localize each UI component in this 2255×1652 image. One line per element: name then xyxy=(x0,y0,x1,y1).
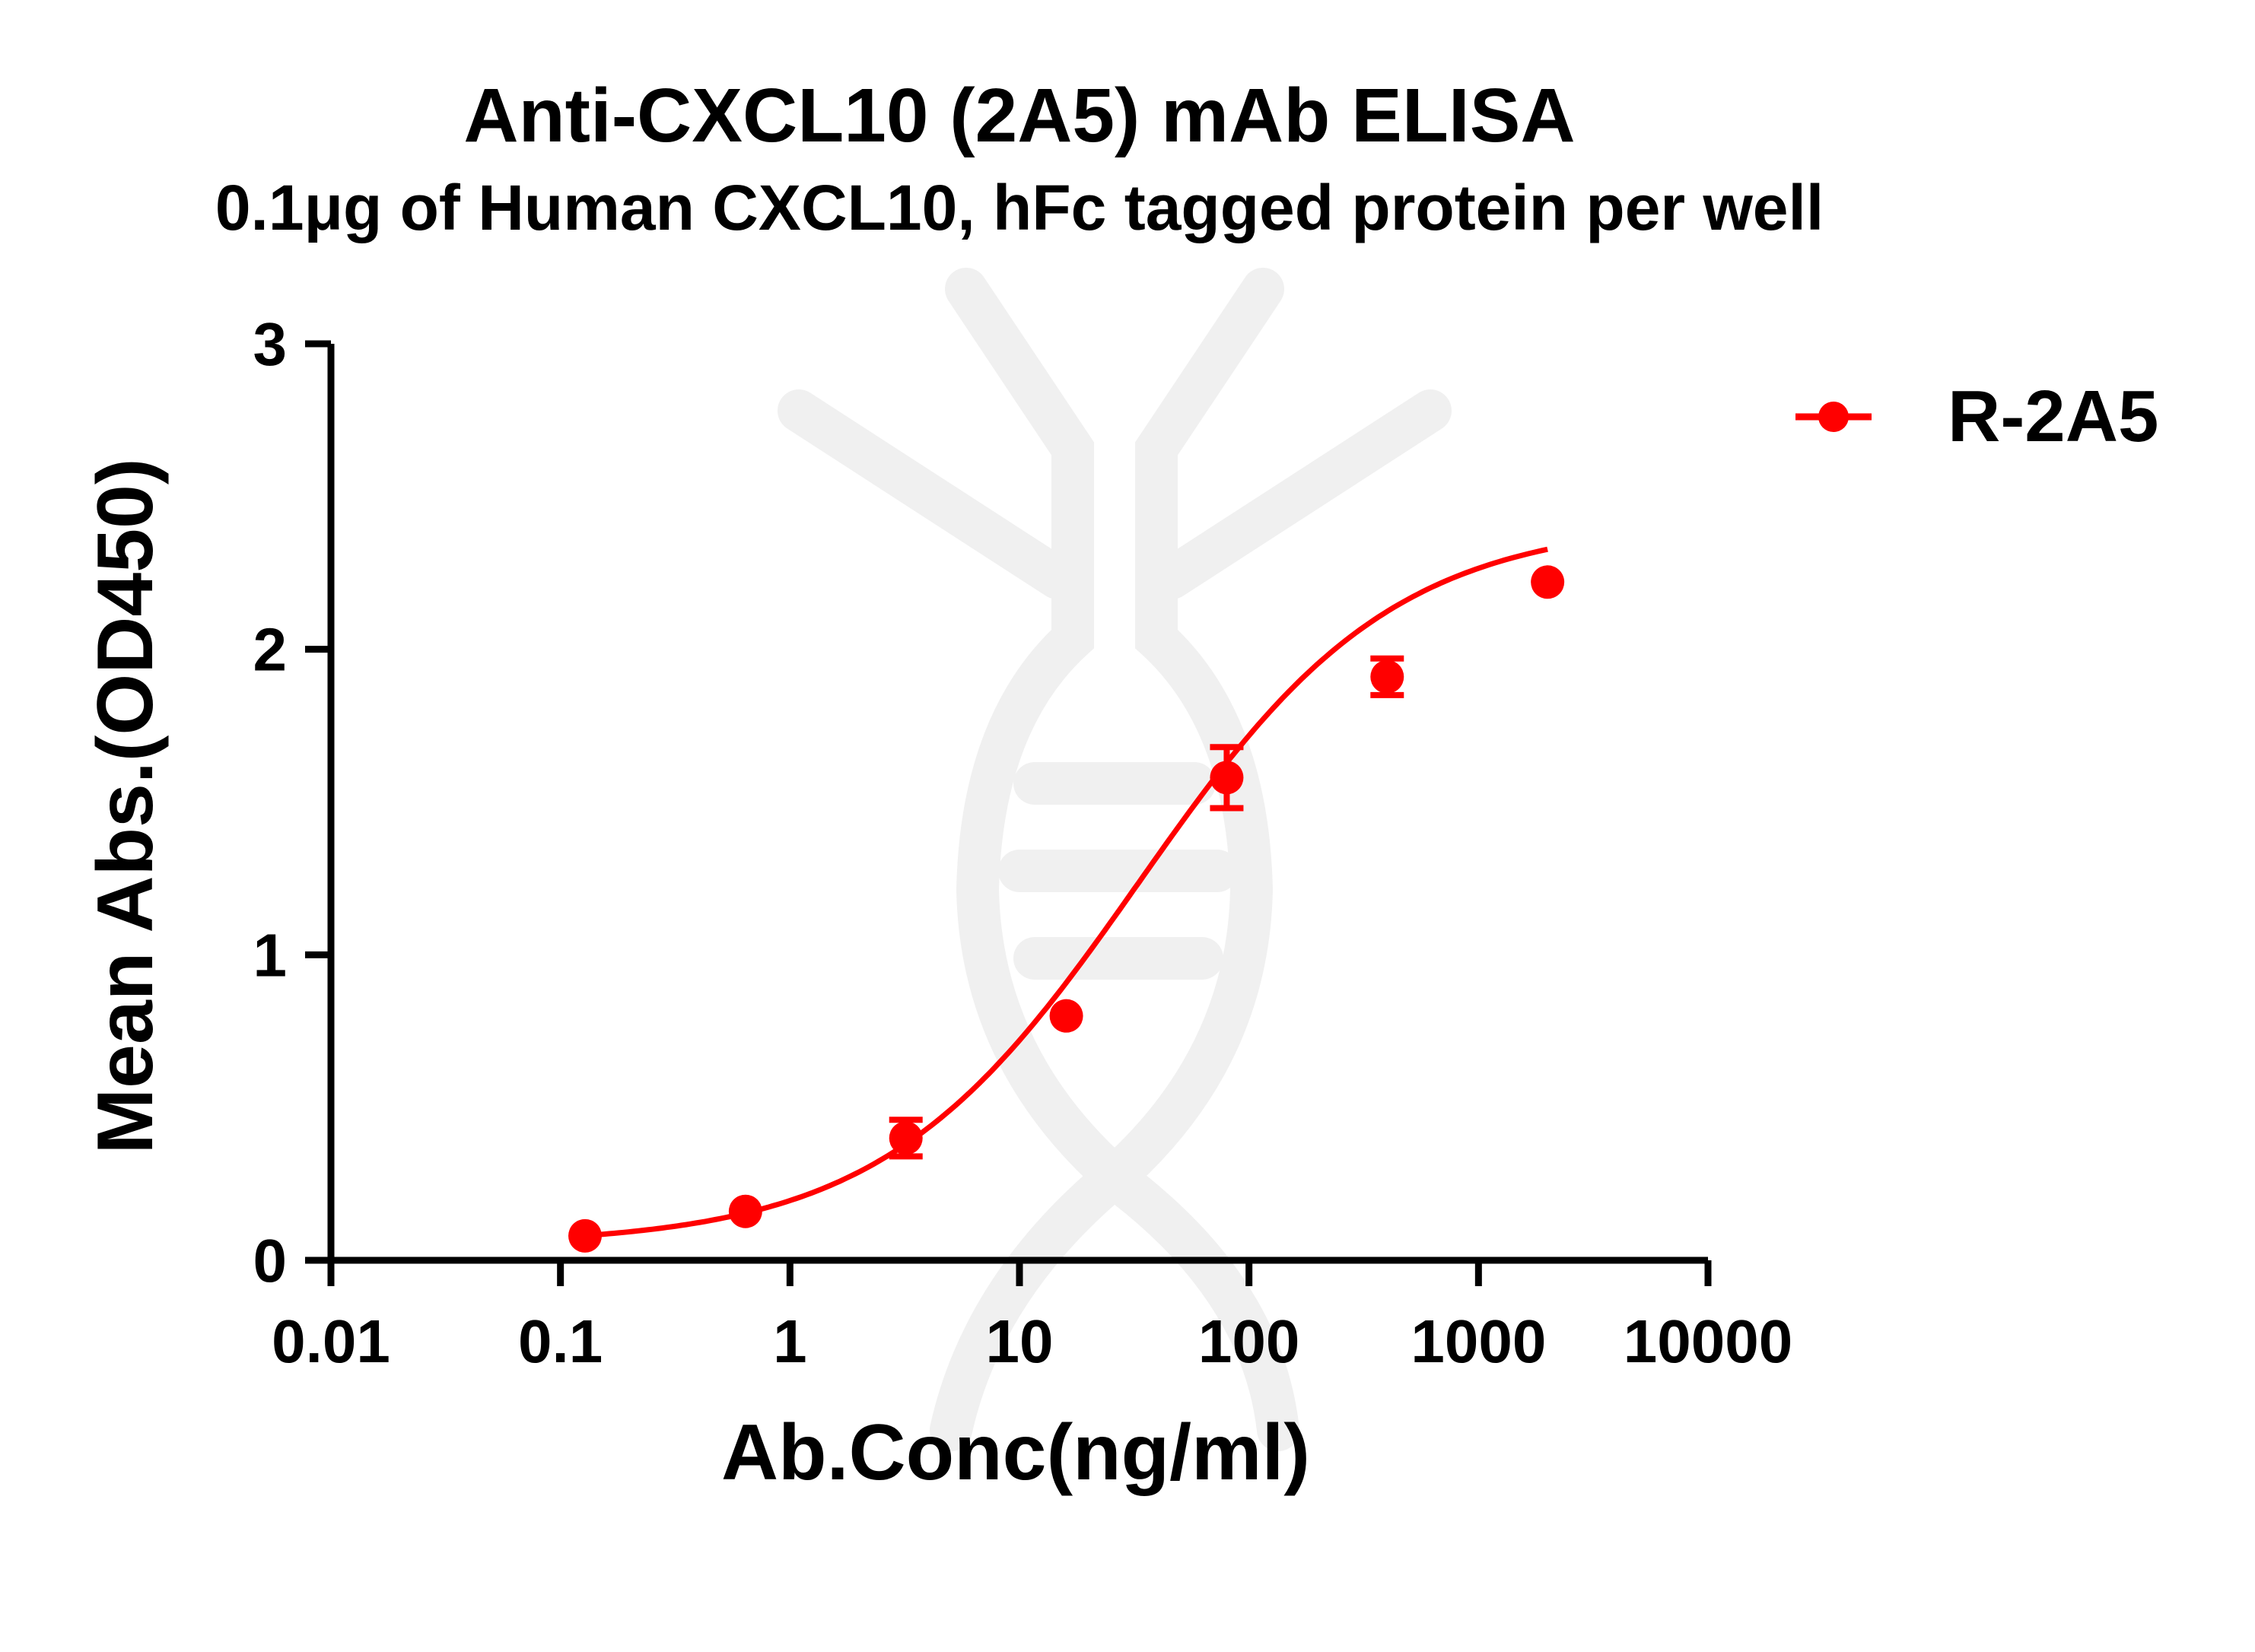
x-axis-label: Ab.Conc(ng/ml) xyxy=(721,1409,1310,1497)
data-point xyxy=(1049,999,1083,1033)
chart-subtitle: 0.1μg of Human CXCL10, hFc tagged protei… xyxy=(215,172,1824,243)
x-tick-label: 100 xyxy=(1198,1307,1299,1375)
data-point xyxy=(1531,565,1565,599)
watermark-logo xyxy=(778,268,1452,1451)
axes xyxy=(327,344,1708,1264)
data-point xyxy=(728,1194,762,1228)
y-tick-label: 3 xyxy=(253,310,288,378)
x-tick-label: 0.01 xyxy=(272,1307,390,1375)
y-tick-label: 1 xyxy=(253,921,288,989)
y-axis-label: Mean Abs.(OD450) xyxy=(81,458,170,1154)
x-tick-label: 1 xyxy=(773,1307,807,1375)
x-tick-label: 1000 xyxy=(1411,1307,1546,1375)
data-point xyxy=(1210,761,1244,795)
legend: R-2A5 xyxy=(1795,376,2158,457)
y-tick-label: 2 xyxy=(253,616,288,684)
tick-layer: 0.01 0.1 1 10 100 1000 10000 0 1 2 3 xyxy=(253,310,1793,1375)
y-tick-label: 0 xyxy=(253,1227,288,1295)
data-point xyxy=(1370,659,1404,694)
x-tick-label: 10000 xyxy=(1624,1307,1792,1375)
legend-marker xyxy=(1818,402,1849,432)
legend-label: R-2A5 xyxy=(1948,376,2158,457)
x-tick-label: 0.1 xyxy=(518,1307,603,1375)
x-tick-label: 10 xyxy=(986,1307,1054,1375)
data-point xyxy=(889,1121,923,1155)
points-layer xyxy=(568,565,1565,1253)
chart-title: Anti-CXCL10 (2A5) mAb ELISA xyxy=(463,73,1575,158)
data-point xyxy=(568,1218,603,1253)
